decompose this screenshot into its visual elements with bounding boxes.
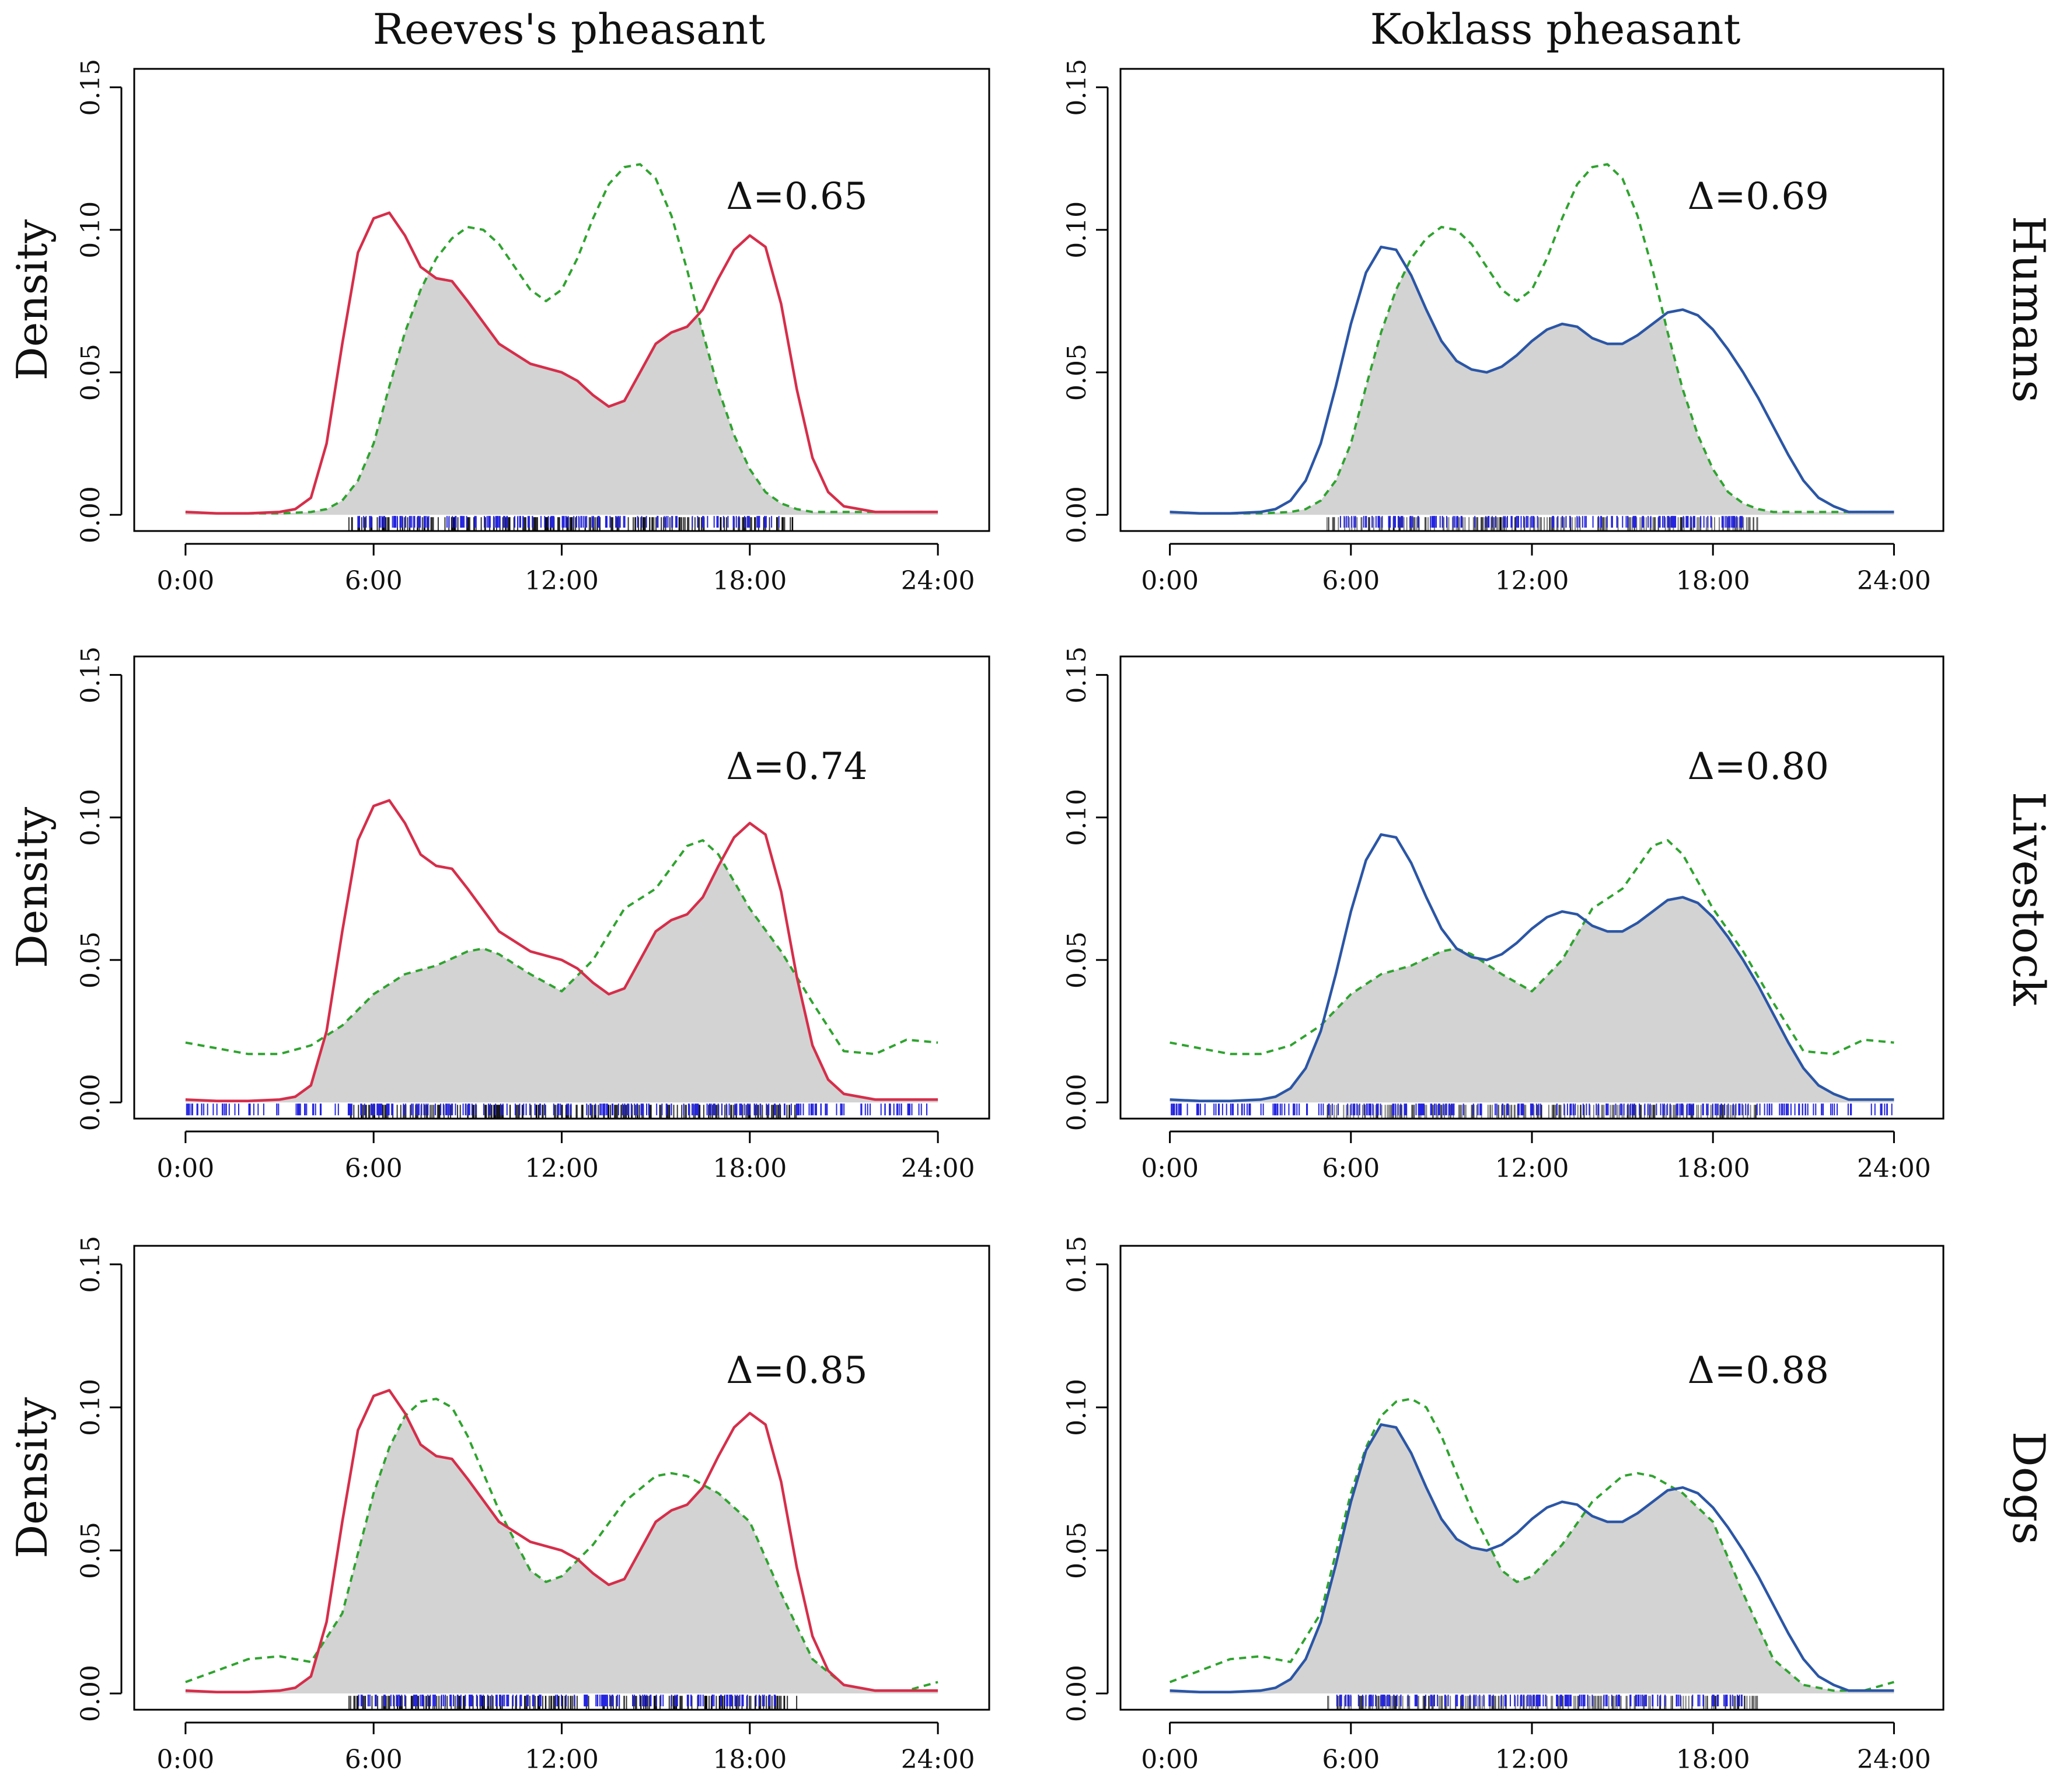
y-tick-label: 0.05 — [1062, 1522, 1092, 1579]
y-tick-label: 0.15 — [76, 59, 106, 116]
overlap-area — [1170, 1424, 1894, 1694]
y-tick-label: 0.00 — [76, 1665, 106, 1722]
series-line-pheasant — [1170, 245, 1894, 515]
y-tick-label: 0.00 — [76, 486, 106, 543]
x-tick-label: 6:00 — [1322, 1745, 1380, 1774]
plot-frame — [133, 1245, 990, 1711]
column-title-koklass: Koklass pheasant — [1370, 5, 1741, 54]
x-tick-label: 6:00 — [1322, 566, 1380, 596]
overlap-area — [185, 1416, 938, 1694]
x-tick-label: 0:00 — [1141, 566, 1199, 596]
plot-frame — [1119, 68, 1945, 532]
overlap-coefficient-label: Δ=0.69 — [1688, 175, 1829, 218]
y-tick-label: 0.10 — [76, 1379, 106, 1436]
plot-frame — [133, 68, 990, 532]
series-line-disturbance — [185, 163, 938, 515]
x-tick-label: 24:00 — [1857, 1745, 1931, 1774]
y-tick-label: 0.00 — [1062, 1074, 1092, 1131]
chart-panel-1: 0:00 6:00 12:00 18:00 24:00 0.00 0.05 0.10 0.15 Δ… — [1062, 59, 1945, 596]
series-line-pheasant — [1170, 833, 1894, 1103]
x-tick-label: 18:00 — [713, 1154, 787, 1183]
x-tick-label: 6:00 — [1322, 1154, 1380, 1183]
x-tick-label: 12:00 — [525, 1745, 599, 1774]
overlap-area — [185, 860, 938, 1103]
row-label-dogs: Dogs — [2003, 1431, 2055, 1545]
x-tick-label: 12:00 — [1495, 1745, 1569, 1774]
x-tick-label: 18:00 — [713, 566, 787, 596]
y-tick-label: 0.15 — [1062, 1236, 1092, 1293]
y-tick-label: 0.00 — [76, 1074, 106, 1131]
x-tick-label: 6:00 — [345, 566, 403, 596]
x-tick-label: 24:00 — [901, 566, 975, 596]
x-tick-label: 0:00 — [1141, 1154, 1199, 1183]
x-tick-label: 12:00 — [525, 1154, 599, 1183]
x-tick-label: 18:00 — [1676, 566, 1750, 596]
overlap-area — [1170, 897, 1894, 1103]
x-tick-label: 6:00 — [345, 1154, 403, 1183]
row-label-livestock: Livestock — [2003, 792, 2055, 1007]
series-line-pheasant — [185, 799, 938, 1103]
series-line-disturbance — [185, 839, 938, 1056]
plot-frame — [1119, 655, 1945, 1120]
y-axis-title: Density — [8, 807, 57, 969]
series-line-disturbance — [1170, 839, 1894, 1056]
x-tick-label: 12:00 — [525, 566, 599, 596]
y-tick-label: 0.05 — [1062, 931, 1092, 988]
y-tick-label: 0.10 — [1062, 789, 1092, 846]
x-tick-label: 0:00 — [156, 1745, 214, 1774]
y-tick-label: 0.15 — [1062, 647, 1092, 704]
x-tick-label: 12:00 — [1495, 566, 1569, 596]
column-title-reeves: Reeves's pheasant — [373, 5, 766, 54]
x-tick-label: 24:00 — [901, 1154, 975, 1183]
y-tick-label: 0.15 — [76, 1236, 106, 1293]
series-line-pheasant — [185, 211, 938, 515]
overlap-area — [185, 274, 938, 515]
y-axis-title: Density — [8, 219, 57, 381]
series-line-pheasant — [1170, 1423, 1894, 1693]
y-tick-label: 0.10 — [76, 201, 106, 259]
y-tick-label: 0.05 — [76, 1522, 106, 1579]
y-tick-label: 0.10 — [1062, 201, 1092, 259]
y-tick-label: 0.15 — [1062, 59, 1092, 116]
overlap-area — [1170, 267, 1894, 515]
x-tick-label: 18:00 — [713, 1745, 787, 1774]
series-line-disturbance — [185, 1398, 938, 1692]
y-tick-label: 0.05 — [76, 931, 106, 988]
overlap-coefficient-label: Δ=0.80 — [1688, 745, 1829, 788]
x-tick-label: 18:00 — [1676, 1745, 1750, 1774]
x-tick-label: 6:00 — [345, 1745, 403, 1774]
chart-panel-2: 0:00 6:00 12:00 18:00 24:00 0.00 0.05 0.10 0.15 D… — [8, 647, 990, 1183]
chart-panel-0: 0:00 6:00 12:00 18:00 24:00 0.00 0.05 0.10 0.15 D… — [8, 59, 990, 596]
y-tick-label: 0.00 — [1062, 486, 1092, 543]
x-tick-label: 18:00 — [1676, 1154, 1750, 1183]
x-tick-label: 12:00 — [1495, 1154, 1569, 1183]
x-tick-label: 0:00 — [156, 566, 214, 596]
overlap-coefficient-label: Δ=0.65 — [726, 175, 867, 218]
y-tick-label: 0.10 — [76, 789, 106, 846]
y-tick-label: 0.15 — [76, 647, 106, 704]
y-tick-label: 0.00 — [1062, 1665, 1092, 1722]
overlap-coefficient-label: Δ=0.74 — [726, 745, 867, 788]
x-tick-label: 24:00 — [1857, 1154, 1931, 1183]
series-line-disturbance — [1169, 1398, 1894, 1692]
plot-frame — [1119, 1245, 1945, 1711]
x-tick-label: 24:00 — [901, 1745, 975, 1774]
chart-panel-4: 0:00 6:00 12:00 18:00 24:00 0.00 0.05 0.10 0.15 D… — [8, 1236, 990, 1774]
chart-panel-3: 0:00 6:00 12:00 18:00 24:00 0.00 0.05 0.10 0.15 Δ… — [1062, 647, 1945, 1183]
x-tick-label: 0:00 — [156, 1154, 214, 1183]
x-tick-label: 24:00 — [1857, 566, 1931, 596]
x-tick-label: 0:00 — [1141, 1745, 1199, 1774]
y-tick-label: 0.10 — [1062, 1379, 1092, 1436]
chart-panel-5: 0:00 6:00 12:00 18:00 24:00 0.00 0.05 0.10 0.15 Δ… — [1062, 1236, 1945, 1774]
y-tick-label: 0.05 — [1062, 344, 1092, 401]
overlap-coefficient-label: Δ=0.88 — [1688, 1349, 1829, 1392]
plot-frame — [133, 655, 990, 1120]
row-label-humans: Humans — [2003, 216, 2055, 403]
y-tick-label: 0.05 — [76, 344, 106, 401]
y-axis-title: Density — [8, 1397, 57, 1559]
series-line-pheasant — [185, 1389, 938, 1693]
overlap-coefficient-label: Δ=0.85 — [726, 1349, 867, 1392]
